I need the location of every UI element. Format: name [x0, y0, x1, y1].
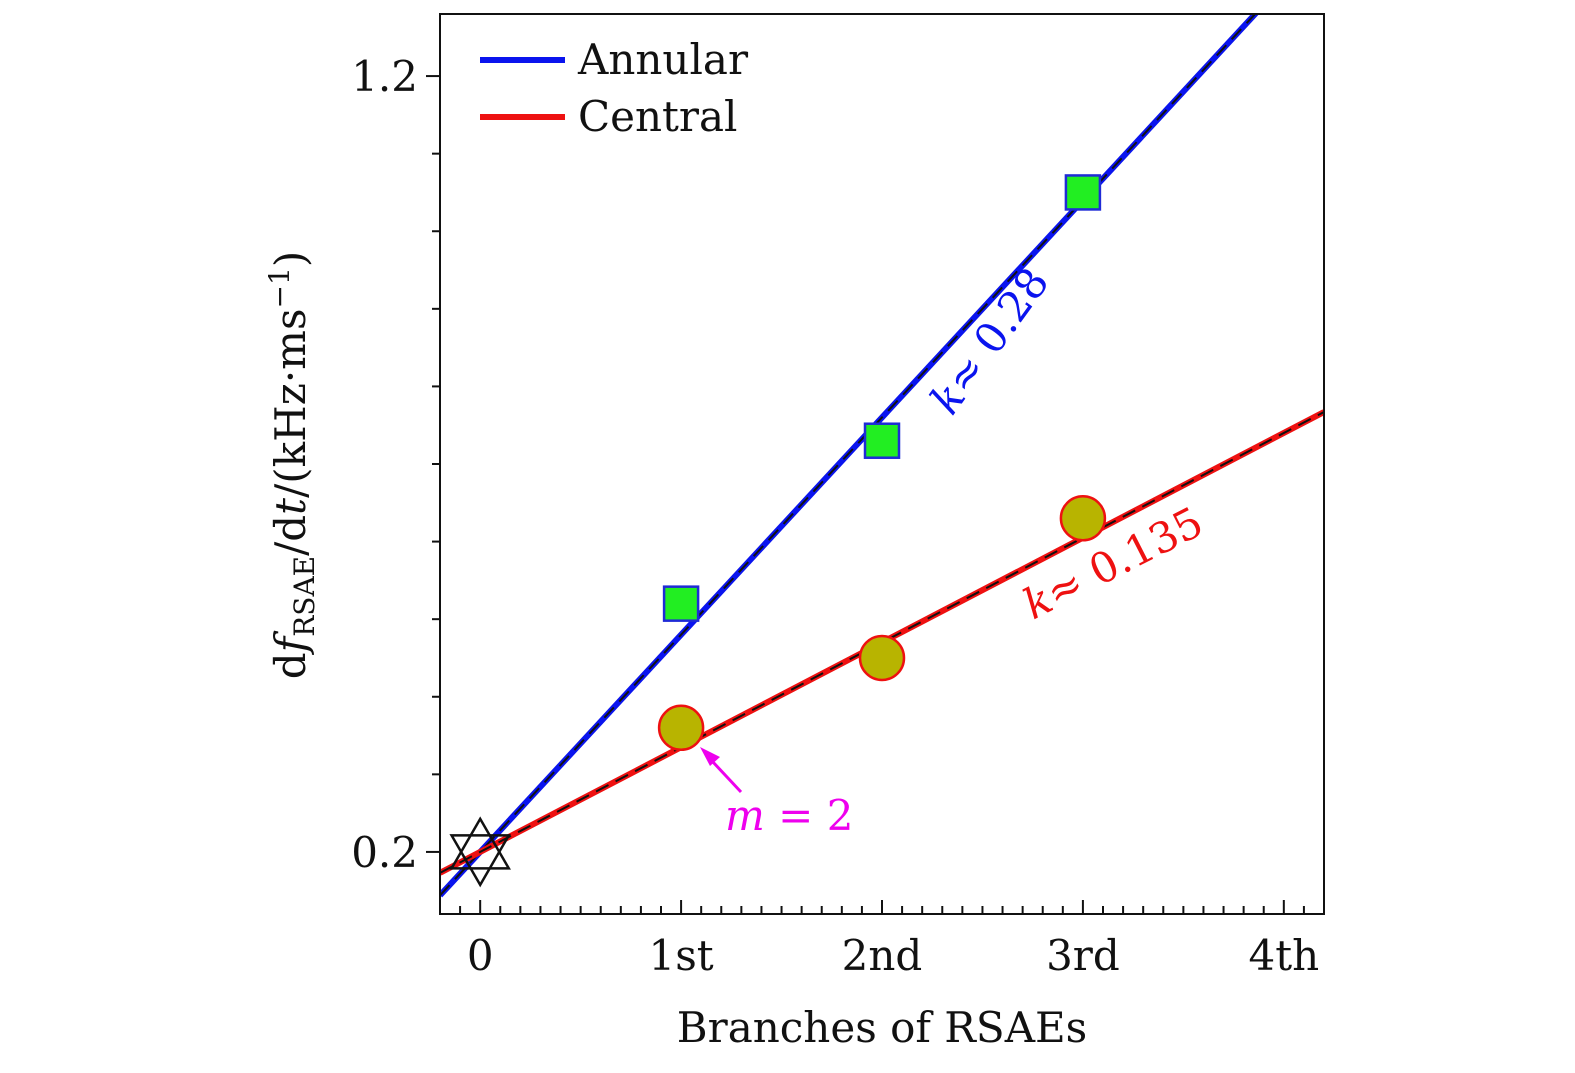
data-markers [657, 174, 1107, 752]
point-central-2 [858, 634, 906, 682]
point-central-3 [1059, 495, 1107, 542]
legend: Annular Central [480, 35, 749, 141]
annotation-text: m = 2 [725, 791, 853, 840]
slope-label-annular: k≈ 0.28 [920, 259, 1058, 423]
origin-star-marker [449, 816, 511, 888]
slope-label-annular-value: ≈ 0.28 [935, 259, 1058, 403]
origin-star-triangle-up [449, 816, 511, 870]
x-tick-label: 2nd [842, 931, 923, 980]
slope-label-central: k≈ 0.135 [1015, 497, 1210, 629]
annotation-arrow-shaft [710, 759, 743, 794]
y-label-mid: /d [266, 515, 315, 556]
point-annular-1 [662, 585, 700, 622]
y-label-prefix: d [266, 652, 315, 679]
x-axis-label: Branches of RSAEs [677, 1003, 1087, 1052]
x-axis: 0 1st 2nd 3rd 4th [439, 900, 1325, 980]
y-label-unit: /(kHz·ms [266, 308, 315, 497]
m2-annotation: m = 2 [700, 747, 853, 840]
point-central-1 [657, 704, 705, 752]
annotation-m: m [725, 791, 765, 840]
fit-line-dashed-central [440, 411, 1324, 874]
annotation-eq: = 2 [765, 791, 854, 840]
y-label-sup: −1 [263, 267, 296, 308]
y-label-sub: RSAE [288, 556, 321, 637]
x-tick-label: 1st [649, 931, 714, 980]
y-tick-label: 0.2 [351, 828, 418, 877]
legend-label-annular: Annular [577, 35, 749, 84]
y-label-close: ) [266, 251, 315, 267]
y-axis-label: dfRSAE/dt/(kHz·ms−1) [263, 251, 321, 679]
y-label-t: t [266, 498, 315, 515]
point-annular-3 [1064, 174, 1102, 211]
plot-frame [439, 13, 1325, 915]
legend-label-central: Central [578, 92, 737, 141]
annotation-arrowhead [700, 747, 720, 766]
point-annular-2 [863, 422, 901, 459]
y-axis: 0.2 1.2 [351, 52, 440, 877]
x-tick-label: 4th [1248, 931, 1319, 980]
y-tick-label: 1.2 [351, 52, 418, 101]
fit-line-dashed-annular [440, 14, 1257, 897]
x-tick-label: 0 [467, 931, 494, 980]
x-tick-label: 3rd [1046, 931, 1120, 980]
origin-star-triangle-down [449, 834, 511, 888]
